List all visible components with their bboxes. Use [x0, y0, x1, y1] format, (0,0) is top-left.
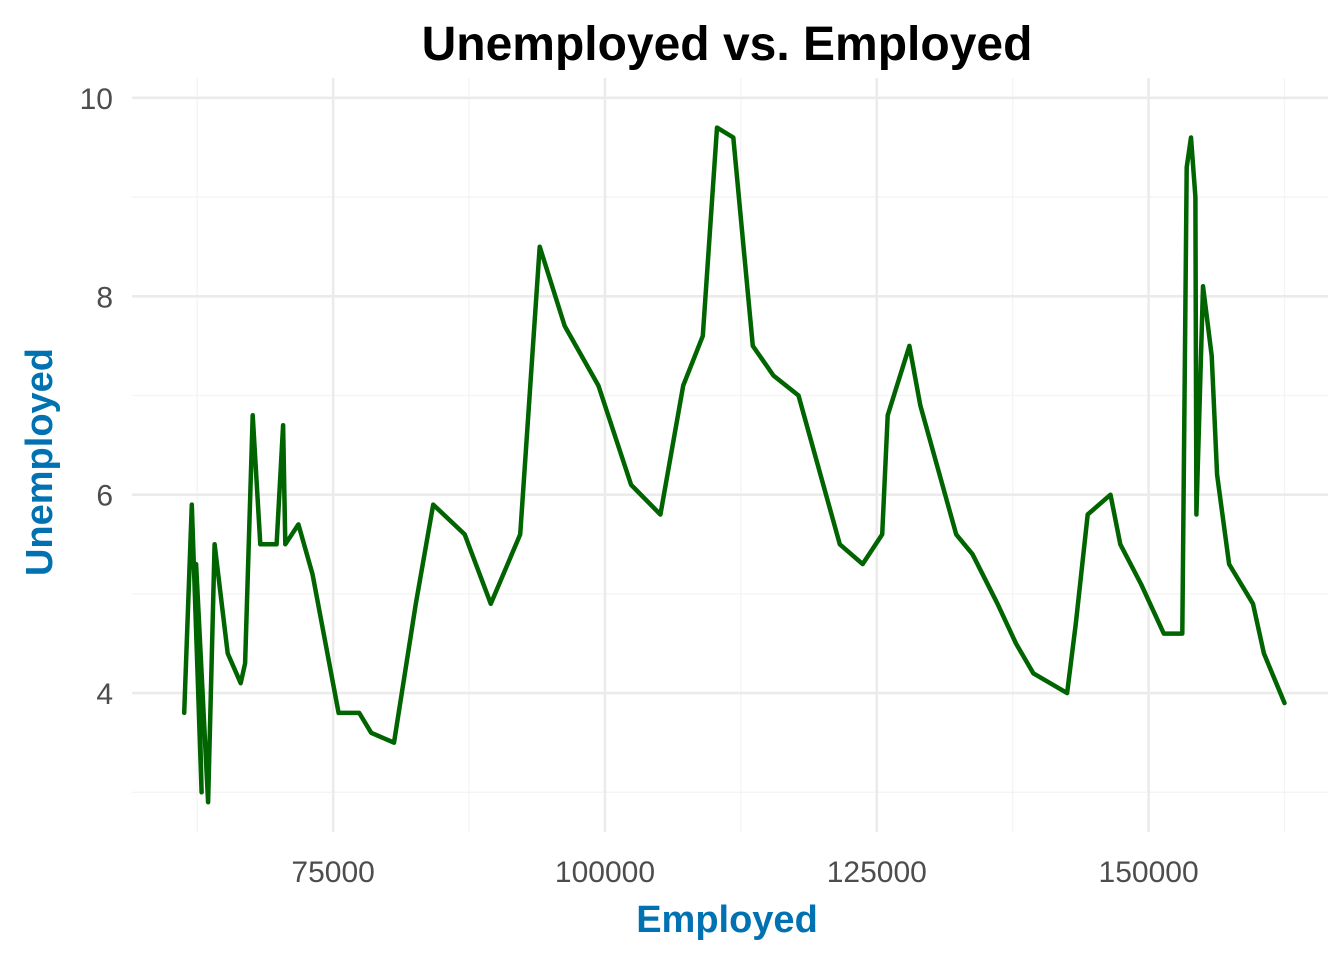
- series-line: [181, 125, 1287, 805]
- series-group: [181, 125, 1287, 805]
- x-axis-tick-labels: 75000 100000 125000 150000: [291, 856, 1198, 889]
- x-axis-title: Employed: [636, 899, 818, 941]
- y-tick-label: 8: [96, 281, 113, 314]
- x-tick-label: 150000: [1099, 856, 1199, 889]
- chart-title: Unemployed vs. Employed: [422, 18, 1033, 71]
- y-tick-label: 4: [96, 678, 113, 711]
- x-tick-label: 75000: [291, 856, 374, 889]
- y-axis-title: Unemployed: [19, 348, 61, 576]
- y-tick-label: 6: [96, 480, 113, 513]
- major-gridlines: [132, 78, 1328, 832]
- y-tick-label: 10: [80, 83, 113, 116]
- y-axis-tick-labels: 4 6 8 10: [80, 83, 113, 711]
- x-tick-label: 100000: [555, 856, 655, 889]
- x-tick-label: 125000: [827, 856, 927, 889]
